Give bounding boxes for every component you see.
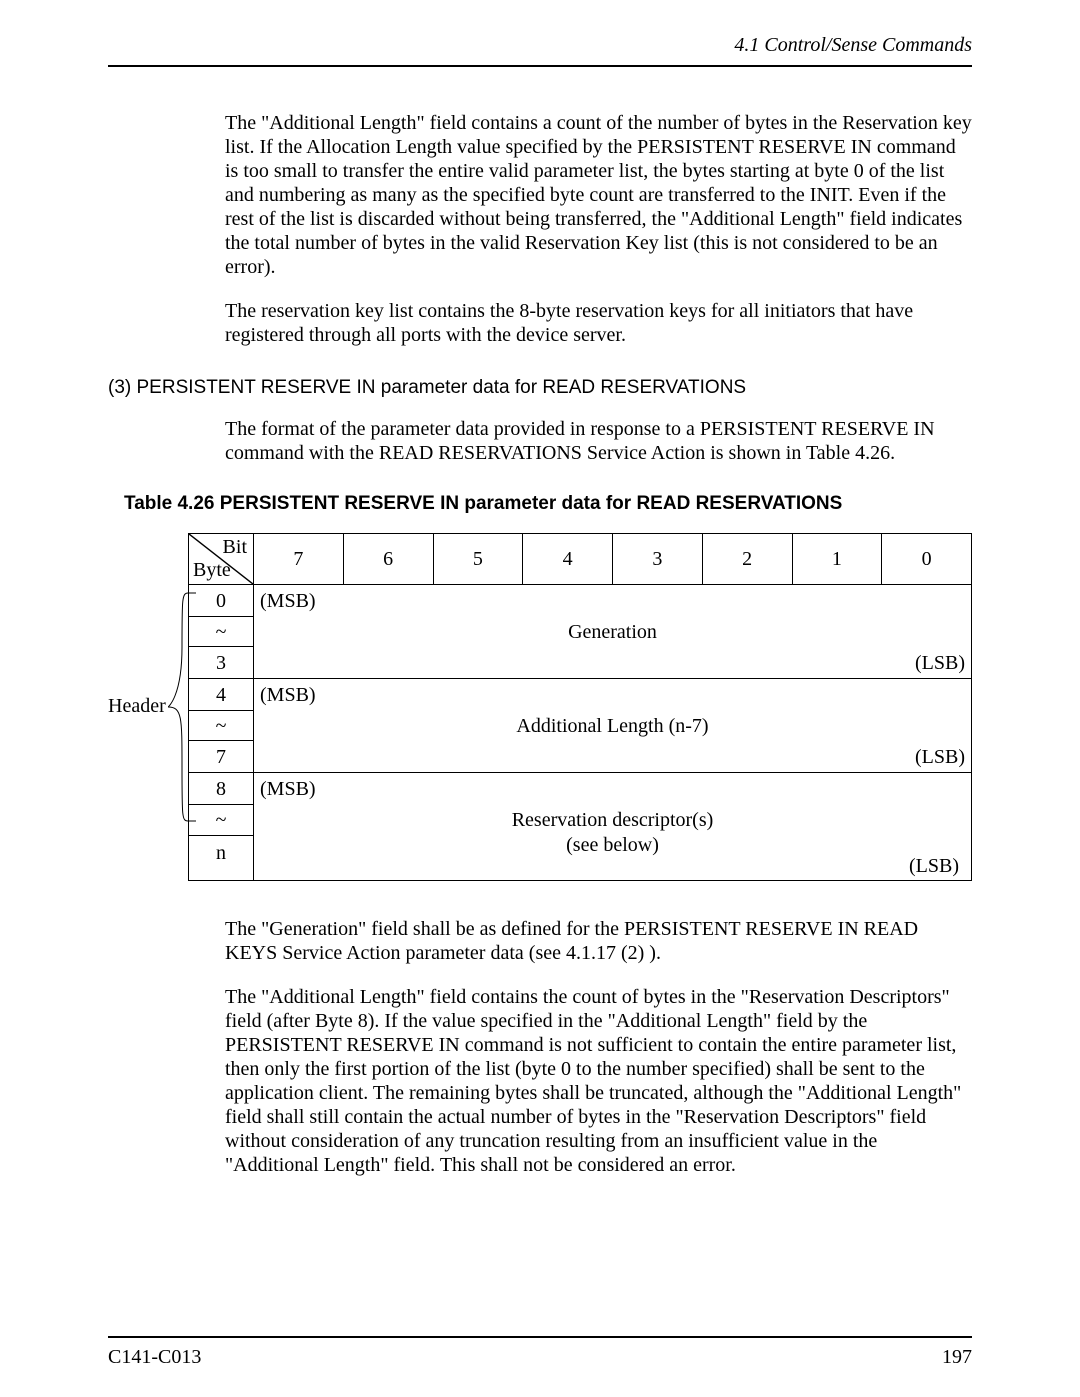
msb-cell: (MSB) [254,585,972,617]
page: 4.1 Control/Sense Commands The "Addition… [0,0,1080,1397]
see-below: (see below) [254,835,971,855]
bit-label: Bit [223,536,247,559]
byte-7: 7 [188,741,254,773]
page-number: 197 [942,1346,972,1369]
data-table: Bit Byte 7 6 5 4 3 2 1 0 0 (MSB) ~ Gener… [188,533,972,881]
lsb-cell: (LSB) [909,855,965,878]
header-side-label: Header [108,695,166,718]
msb-cell: (MSB) [254,679,972,711]
paragraph-5: The "Additional Length" field contains t… [225,985,972,1177]
header-label-column: Header [108,533,188,881]
table-row: 8 (MSB) [188,773,972,805]
section-heading-3: (3) PERSISTENT RESERVE IN parameter data… [108,377,972,399]
table-row: 7 (LSB) [188,741,972,773]
generation-field: Generation [254,617,972,647]
byte-3: 3 [188,647,254,679]
paragraph-4: The "Generation" field shall be as defin… [225,917,972,965]
bit-header-4: 4 [523,533,613,585]
paragraph-1: The "Additional Length" field contains a… [225,111,972,279]
byte-8: 8 [188,773,254,805]
page-footer: C141-C013 197 [108,1336,972,1369]
paragraph-2: The reservation key list contains the 8-… [225,299,972,347]
doc-id: C141-C013 [108,1346,201,1369]
running-header: 4.1 Control/Sense Commands [108,34,972,57]
table-row: 0 (MSB) [188,585,972,617]
bit-header-3: 3 [613,533,703,585]
table-caption: Table 4.26 PERSISTENT RESERVE IN paramet… [124,493,972,515]
bit-header-2: 2 [703,533,793,585]
lsb-cell: (LSB) [254,647,972,679]
table-header-row: Bit Byte 7 6 5 4 3 2 1 0 [188,533,972,585]
bit-header-6: 6 [344,533,434,585]
footer-rule [108,1336,972,1338]
table-row: ~ Reservation descriptor(s) [188,805,972,835]
paragraph-3: The format of the parameter data provide… [225,417,972,465]
byte-4: 4 [188,679,254,711]
byte-bit-corner: Bit Byte [188,533,254,585]
table-row: 4 (MSB) [188,679,972,711]
byte-tilde: ~ [188,711,254,741]
bit-header-5: 5 [434,533,524,585]
table-row: 3 (LSB) [188,647,972,679]
bit-header-1: 1 [793,533,883,585]
header-rule [108,65,972,67]
byte-n: n [188,835,254,881]
additional-length-field: Additional Length (n-7) [254,711,972,741]
byte-tilde: ~ [188,805,254,835]
reservation-descriptor-field-2: (see below) (LSB) [254,835,972,881]
table-row: ~ Additional Length (n-7) [188,711,972,741]
lsb-cell: (LSB) [254,741,972,773]
byte-tilde: ~ [188,617,254,647]
reservation-descriptor-field-1: Reservation descriptor(s) [254,805,972,835]
table-row: ~ Generation [188,617,972,647]
bit-header-7: 7 [254,533,344,585]
byte-0: 0 [188,585,254,617]
bit-header-0: 0 [882,533,972,585]
msb-cell: (MSB) [254,773,972,805]
table-diagram: Header Bit Byte 7 6 5 4 3 2 1 0 [108,533,972,881]
table-row: n (see below) (LSB) [188,835,972,881]
byte-label: Byte [193,559,231,582]
